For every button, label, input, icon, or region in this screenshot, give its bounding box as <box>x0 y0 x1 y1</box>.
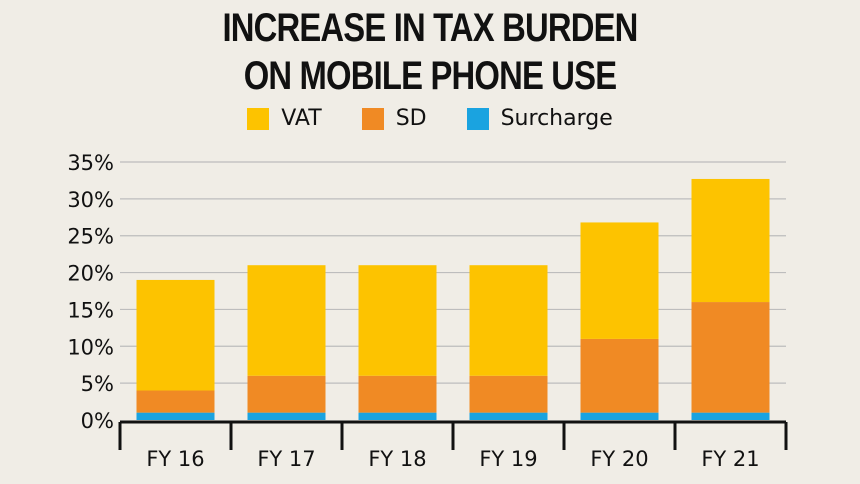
chart-title-line-2: ON MOBILE PHONE USE <box>243 54 617 98</box>
y-tick-label: 35% <box>67 151 114 175</box>
bar-vat-fy21 <box>691 178 770 303</box>
bar-surcharge-fy21 <box>691 412 770 420</box>
chart-title-line-1: INCREASE IN TAX BURDEN <box>222 6 638 50</box>
y-tick-label: 15% <box>67 298 114 322</box>
bar-sd-fy16 <box>136 390 215 413</box>
legend-swatch-surcharge <box>466 107 489 130</box>
y-tick-label: 25% <box>67 225 114 249</box>
chart-title: INCREASE IN TAX BURDEN ON MOBILE PHONE U… <box>77 4 782 100</box>
bar-surcharge-fy18 <box>358 412 437 420</box>
bar-surcharge-fy17 <box>247 412 326 420</box>
bar-surcharge-fy20 <box>580 412 659 420</box>
legend-label-vat: VAT <box>281 106 322 131</box>
legend-swatch-vat <box>247 107 270 130</box>
y-tick-label: 30% <box>67 188 114 212</box>
x-tick-label: FY 19 <box>479 447 537 471</box>
bar-sd-fy21 <box>691 302 770 413</box>
x-tick-label: FY 20 <box>590 447 648 471</box>
y-tick-label: 0% <box>81 409 114 433</box>
bar-sd-fy17 <box>247 375 326 413</box>
bar-surcharge-fy19 <box>469 412 548 420</box>
legend-item-sd: SD <box>361 106 427 131</box>
chart-legend: VAT SD Surcharge <box>0 106 860 131</box>
bar-surcharge-fy16 <box>136 412 215 420</box>
bar-vat-fy19 <box>469 265 548 376</box>
bar-sd-fy19 <box>469 375 548 413</box>
bar-vat-fy17 <box>247 265 326 376</box>
x-tick-label: FY 16 <box>146 447 204 471</box>
y-tick-label: 10% <box>67 335 114 359</box>
bar-sd-fy18 <box>358 375 437 413</box>
x-tick-label: FY 18 <box>368 447 426 471</box>
legend-item-vat: VAT <box>247 106 322 131</box>
x-tick-label: FY 17 <box>257 447 315 471</box>
bar-vat-fy18 <box>358 265 437 376</box>
y-tick-label: 20% <box>67 262 114 286</box>
bar-sd-fy20 <box>580 338 659 413</box>
bar-vat-fy16 <box>136 279 215 391</box>
legend-item-surcharge: Surcharge <box>466 106 613 131</box>
legend-label-surcharge: Surcharge <box>500 106 613 131</box>
legend-label-sd: SD <box>395 106 427 131</box>
y-tick-label: 5% <box>81 372 114 396</box>
bar-vat-fy20 <box>580 222 659 339</box>
x-tick-label: FY 21 <box>701 447 759 471</box>
legend-swatch-sd <box>361 107 384 130</box>
